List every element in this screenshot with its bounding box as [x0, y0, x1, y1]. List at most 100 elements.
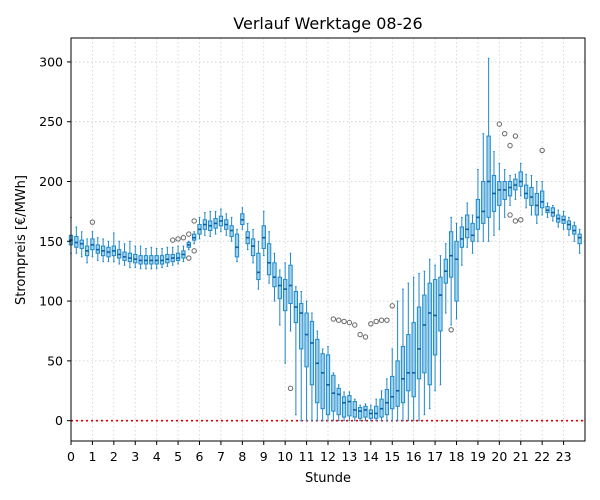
outlier-point: [336, 317, 342, 323]
box-item: [117, 240, 122, 265]
y-tick-label: 250: [39, 114, 63, 129]
box-item: [266, 231, 272, 284]
iqr-box: [427, 282, 432, 386]
box-item: [89, 219, 96, 258]
iqr-box: [438, 276, 443, 332]
outlier-point: [186, 255, 192, 261]
box-item: [127, 240, 133, 269]
box-item: [293, 286, 299, 416]
outlier-point: [346, 319, 353, 326]
box-item: [336, 317, 342, 422]
box-item: [315, 330, 320, 422]
box-item: [234, 228, 240, 263]
box-item: [277, 269, 282, 326]
iqr-box: [374, 405, 379, 419]
x-tick-label: 17: [427, 449, 443, 464]
outlier-point: [287, 385, 294, 392]
outlier-point: [357, 331, 363, 338]
x-tick-label: 3: [131, 449, 139, 464]
boxes: [68, 57, 582, 422]
iqr-box: [357, 407, 363, 419]
outlier-point: [89, 219, 96, 225]
x-tick-label: 23: [556, 449, 572, 464]
box-item: [186, 231, 192, 261]
iqr-box: [486, 135, 491, 218]
box-item: [122, 243, 127, 266]
box-item: [224, 213, 229, 236]
box-item: [395, 300, 400, 422]
box-item: [138, 245, 143, 270]
iqr-box: [309, 320, 315, 386]
iqr-box: [336, 387, 341, 416]
iqr-box: [507, 181, 513, 197]
outlier-point: [496, 121, 503, 127]
x-tick-label: 6: [196, 449, 204, 464]
y-tick-label: 300: [39, 54, 63, 69]
box-item: [245, 222, 250, 251]
outlier-point: [507, 212, 513, 218]
box-item: [512, 133, 519, 224]
iqr-box: [277, 276, 282, 300]
box-item: [208, 210, 213, 238]
outlier-point: [191, 248, 197, 254]
x-tick-label: 16: [406, 449, 422, 464]
box-item: [95, 237, 100, 261]
iqr-box: [272, 262, 277, 288]
outlier-point: [186, 231, 192, 237]
box-item: [213, 210, 218, 235]
box-item: [143, 247, 149, 270]
box-item: [191, 218, 197, 254]
box-item: [443, 243, 448, 314]
x-tick-label: 5: [174, 449, 182, 464]
box-item: [180, 235, 187, 263]
box-item: [389, 303, 395, 422]
iqr-box: [363, 405, 368, 418]
x-tick-label: 21: [513, 449, 529, 464]
box-item: [481, 133, 486, 242]
box-item: [352, 322, 358, 422]
x-axis-label: Stunde: [305, 471, 351, 486]
iqr-box: [518, 171, 523, 187]
box-item: [438, 255, 443, 386]
box-item: [470, 214, 475, 254]
box-item: [529, 175, 534, 216]
outlier-point: [352, 322, 358, 328]
x-tick-label: 10: [277, 449, 293, 464]
box-item: [496, 121, 503, 230]
box-item: [283, 262, 288, 364]
box-item: [373, 318, 379, 422]
iqr-box: [416, 306, 422, 380]
box-item: [250, 228, 256, 264]
box-item: [561, 210, 566, 230]
x-tick-label: 13: [341, 449, 357, 464]
outlier-point: [191, 218, 197, 224]
box-item: [304, 300, 309, 422]
y-tick-label: 200: [39, 174, 63, 189]
outlier-point: [512, 218, 519, 224]
box-item: [165, 246, 170, 267]
iqr-box: [454, 240, 459, 302]
iqr-box: [250, 238, 256, 257]
box-item: [550, 204, 556, 222]
x-axis: 0 1 2 3 4 5 6 7 8 9 10 11 12 13 14 15 16 17 18 19 20 21 22 23: [67, 441, 572, 464]
iqr-box: [390, 375, 395, 410]
outlier-point: [368, 321, 374, 327]
x-tick-label: 0: [67, 449, 75, 464]
box-item: [491, 151, 497, 236]
iqr-box: [540, 190, 545, 209]
box-item: [170, 237, 176, 266]
box-item: [465, 202, 470, 248]
box-item: [572, 221, 577, 242]
box-item: [325, 346, 331, 422]
iqr-box: [497, 181, 502, 206]
outlier-point: [518, 217, 524, 223]
y-tick-label: 50: [47, 353, 63, 368]
box-item: [256, 240, 261, 290]
box-item: [218, 208, 224, 233]
x-tick-label: 7: [217, 449, 225, 464]
box-item: [411, 276, 416, 422]
iqr-box: [534, 192, 539, 216]
box-item: [518, 163, 524, 223]
iqr-box: [395, 360, 400, 407]
